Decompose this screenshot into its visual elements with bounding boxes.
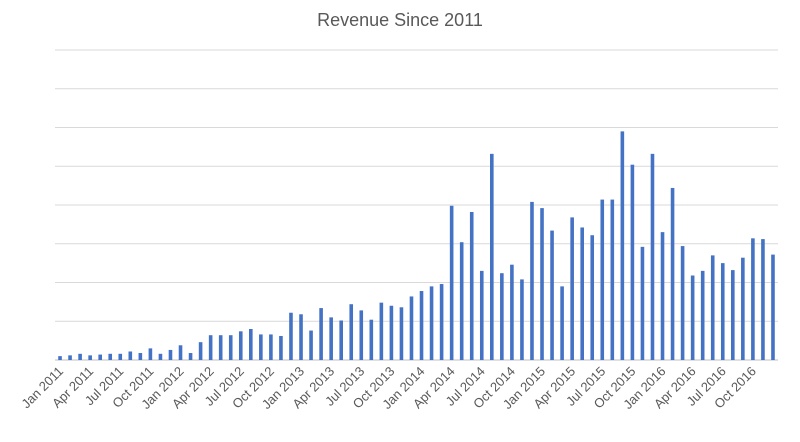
bar xyxy=(118,353,123,360)
bar xyxy=(469,211,474,360)
bar xyxy=(540,208,544,360)
bar xyxy=(158,353,163,360)
bar xyxy=(188,353,193,360)
bar xyxy=(500,273,504,360)
bar xyxy=(128,351,133,360)
bar xyxy=(690,275,695,360)
bar xyxy=(520,279,524,360)
bar xyxy=(178,345,183,360)
bar xyxy=(339,320,343,360)
bar xyxy=(208,335,213,360)
bar xyxy=(670,187,675,360)
bar xyxy=(771,254,775,360)
bar xyxy=(58,356,62,361)
bar xyxy=(530,201,534,360)
bar xyxy=(289,312,293,360)
bar xyxy=(218,335,223,360)
bar xyxy=(590,235,595,360)
bar xyxy=(570,217,574,360)
bar xyxy=(479,270,484,361)
bar xyxy=(439,284,444,360)
bar xyxy=(98,354,102,360)
bar xyxy=(630,164,635,360)
bar xyxy=(238,331,243,360)
bar xyxy=(429,286,434,361)
bar xyxy=(389,305,394,360)
bar xyxy=(419,291,424,360)
bar xyxy=(369,319,374,360)
bar xyxy=(459,242,464,360)
bar xyxy=(108,353,113,360)
bar xyxy=(379,302,384,360)
bar xyxy=(259,334,263,360)
bar xyxy=(148,348,153,361)
bar xyxy=(580,227,584,360)
bar xyxy=(650,153,655,360)
bar xyxy=(550,230,554,360)
bar-series xyxy=(58,131,775,361)
bar xyxy=(490,153,494,360)
bar xyxy=(680,246,685,360)
bar xyxy=(731,270,735,360)
bar xyxy=(78,353,82,360)
bar xyxy=(299,314,303,360)
bar xyxy=(228,335,233,360)
bar xyxy=(249,329,253,360)
bar xyxy=(700,270,705,361)
bar xyxy=(761,239,765,360)
bar xyxy=(269,334,273,360)
bar xyxy=(510,264,514,360)
bar xyxy=(751,238,755,360)
bar xyxy=(409,296,414,360)
bar xyxy=(640,246,645,360)
gridlines xyxy=(55,49,778,361)
bar xyxy=(560,286,564,361)
bar xyxy=(610,199,615,360)
bar xyxy=(710,255,715,361)
bar xyxy=(319,308,323,360)
bar xyxy=(68,355,72,360)
bar xyxy=(600,199,605,360)
bar xyxy=(660,232,665,361)
bar xyxy=(399,307,404,360)
chart-title: Revenue Since 2011 xyxy=(317,10,483,30)
bar xyxy=(359,310,364,360)
bar xyxy=(349,304,354,360)
bar xyxy=(449,205,454,360)
bar xyxy=(138,353,143,360)
bar xyxy=(329,317,333,361)
bar xyxy=(168,349,173,360)
bar xyxy=(198,342,203,360)
bar xyxy=(309,330,313,360)
bar xyxy=(279,335,283,360)
bar xyxy=(88,355,92,360)
bar xyxy=(720,263,725,361)
bar xyxy=(741,257,745,360)
bar xyxy=(620,131,625,361)
